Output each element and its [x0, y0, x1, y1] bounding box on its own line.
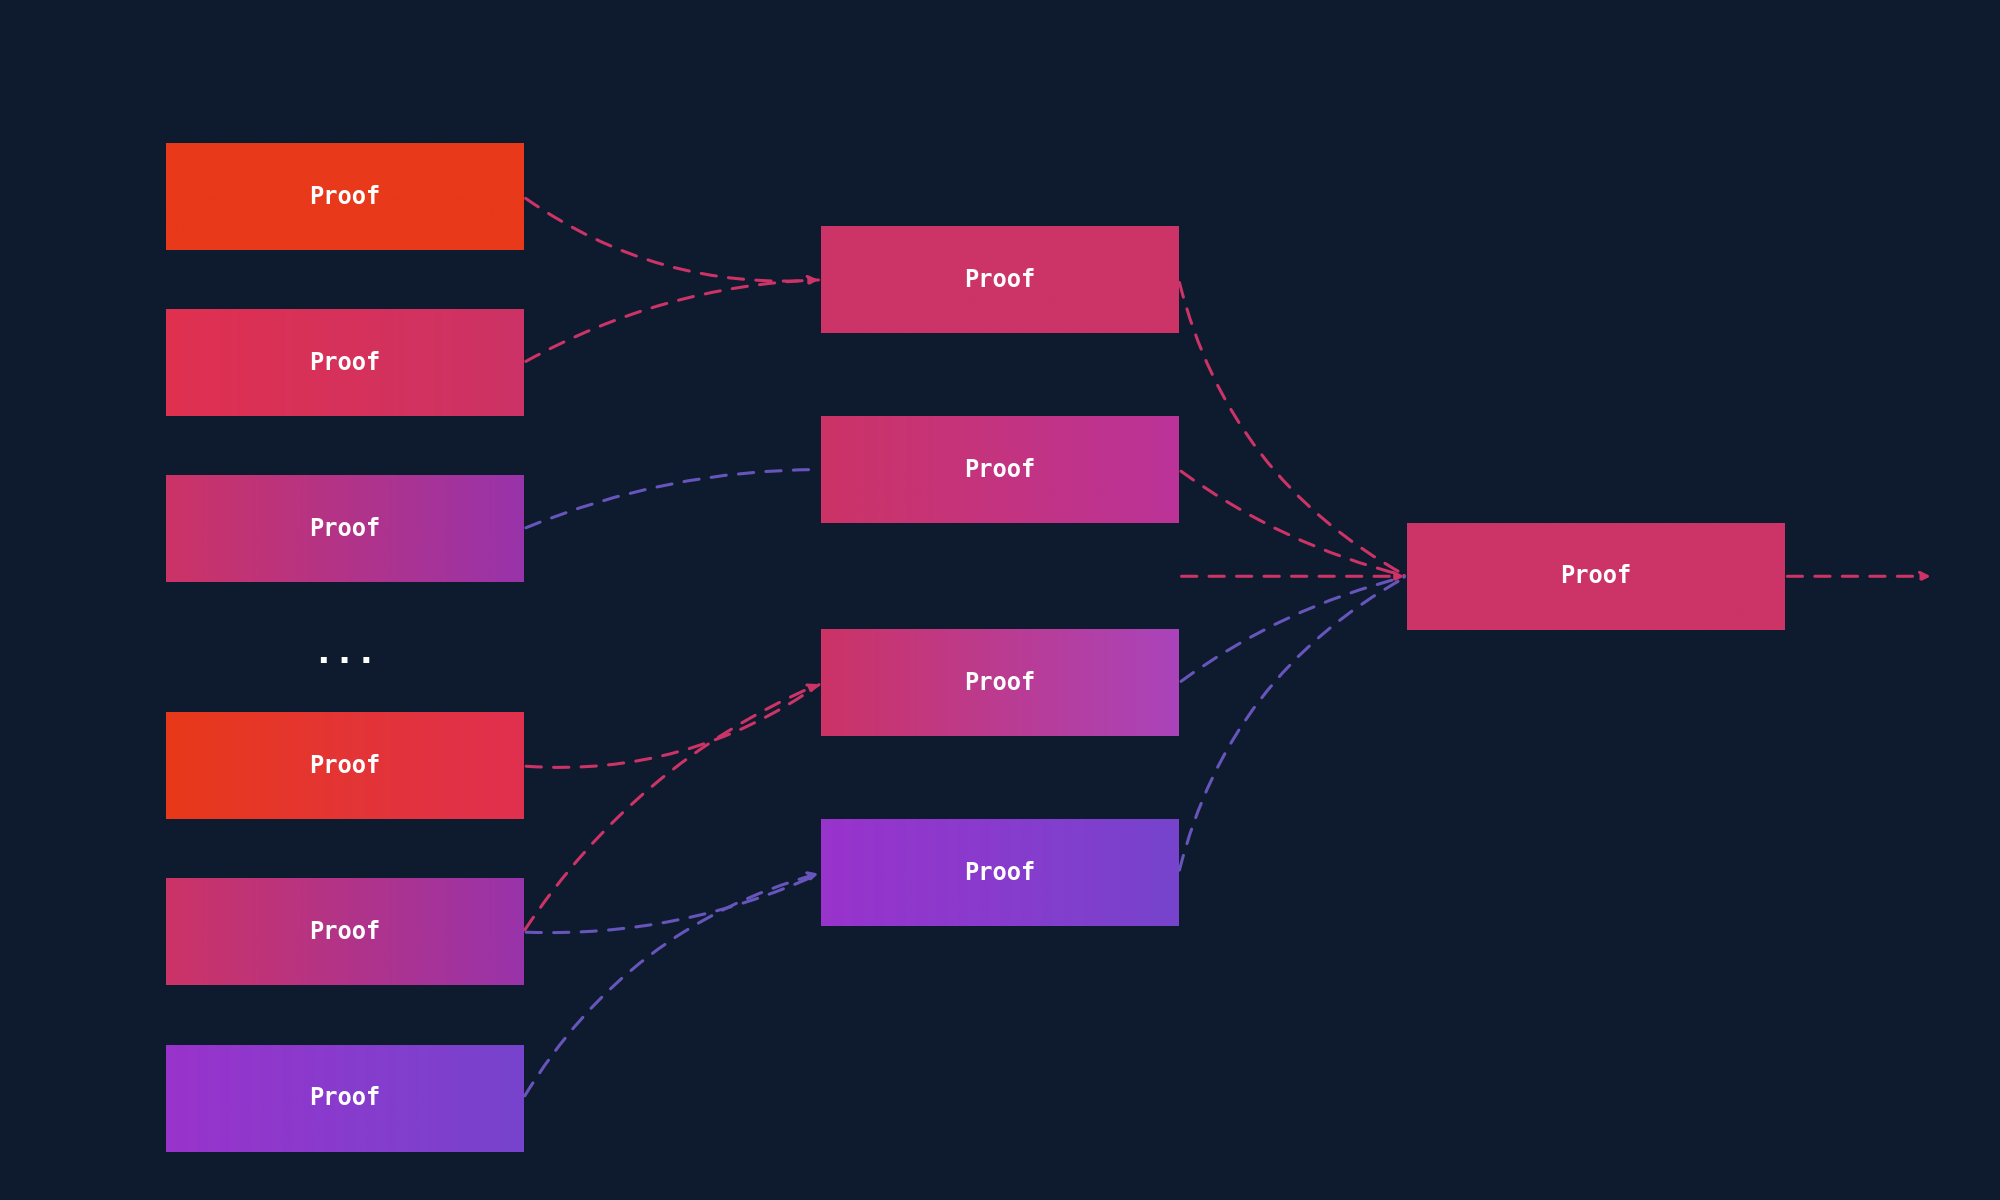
Text: Proof: Proof: [308, 350, 380, 374]
Text: Proof: Proof: [964, 268, 1036, 292]
Text: Proof: Proof: [964, 671, 1036, 695]
FancyArrowPatch shape: [524, 872, 816, 1096]
FancyArrowPatch shape: [526, 685, 818, 768]
FancyArrowPatch shape: [1180, 472, 1404, 576]
Text: Proof: Proof: [1560, 564, 1632, 588]
Text: Proof: Proof: [308, 754, 380, 778]
FancyArrowPatch shape: [1180, 577, 1404, 870]
Text: Proof: Proof: [964, 457, 1036, 481]
Text: Proof: Proof: [964, 860, 1036, 884]
Text: Proof: Proof: [308, 920, 380, 944]
Text: ...: ...: [312, 636, 378, 671]
Text: Proof: Proof: [308, 1086, 380, 1110]
FancyArrowPatch shape: [526, 469, 818, 528]
FancyArrowPatch shape: [526, 198, 818, 281]
Text: Proof: Proof: [308, 185, 380, 209]
FancyArrowPatch shape: [1180, 282, 1404, 575]
FancyArrowPatch shape: [1182, 572, 1400, 580]
FancyArrowPatch shape: [1788, 572, 1928, 580]
FancyArrowPatch shape: [524, 685, 816, 930]
FancyArrowPatch shape: [526, 276, 816, 361]
FancyArrowPatch shape: [1180, 577, 1404, 682]
FancyArrowPatch shape: [526, 874, 818, 932]
Text: Proof: Proof: [308, 517, 380, 541]
